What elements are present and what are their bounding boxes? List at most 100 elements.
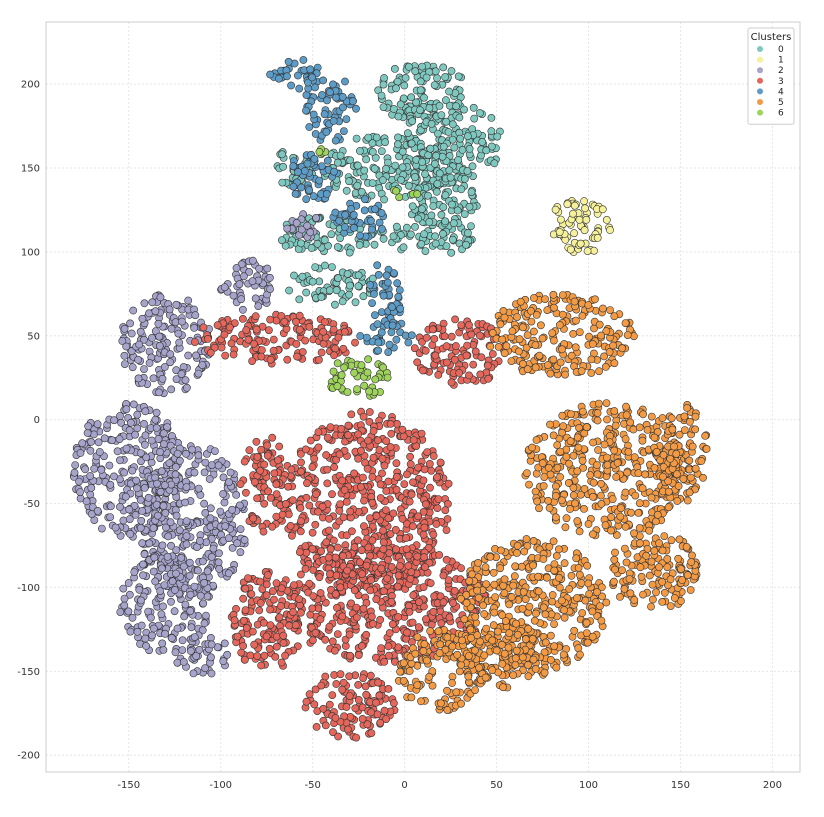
data-point xyxy=(431,351,440,360)
data-point xyxy=(319,327,328,336)
data-point xyxy=(291,189,300,198)
data-point xyxy=(141,431,150,440)
data-point xyxy=(120,594,129,603)
data-point xyxy=(394,571,403,580)
data-point xyxy=(538,334,547,343)
data-point xyxy=(342,115,351,123)
data-point xyxy=(655,539,663,548)
data-point xyxy=(220,498,229,507)
data-point xyxy=(345,177,353,186)
data-point xyxy=(312,213,320,222)
data-point xyxy=(291,621,300,629)
data-point xyxy=(580,484,589,493)
data-point xyxy=(585,332,593,341)
data-point xyxy=(315,573,324,582)
data-point xyxy=(255,606,264,615)
data-point xyxy=(650,433,659,442)
data-point xyxy=(426,627,435,635)
data-point xyxy=(156,487,165,496)
data-point xyxy=(534,587,543,596)
data-point xyxy=(593,461,601,469)
data-point xyxy=(399,432,408,441)
data-point xyxy=(398,514,407,523)
data-point xyxy=(443,633,452,642)
data-point xyxy=(240,536,249,544)
data-point xyxy=(602,215,611,224)
data-point xyxy=(190,633,199,641)
data-point xyxy=(249,514,258,523)
data-point xyxy=(471,347,480,356)
data-point xyxy=(107,502,115,511)
data-point xyxy=(263,571,272,579)
data-point xyxy=(513,541,522,550)
data-point xyxy=(489,568,498,577)
data-point xyxy=(377,209,386,217)
data-point xyxy=(308,277,317,286)
data-point xyxy=(396,667,404,676)
data-point xyxy=(121,492,130,501)
data-point xyxy=(444,128,453,136)
data-point xyxy=(597,491,605,500)
data-point xyxy=(76,488,84,496)
data-point xyxy=(167,324,176,333)
data-point xyxy=(190,468,199,477)
data-point xyxy=(381,506,390,514)
data-point xyxy=(244,335,253,344)
data-point xyxy=(508,327,517,336)
data-point xyxy=(658,414,667,422)
data-point xyxy=(398,147,407,156)
data-point xyxy=(408,618,417,627)
data-point xyxy=(277,602,285,610)
data-point xyxy=(347,527,356,536)
data-point xyxy=(353,181,362,190)
data-point xyxy=(597,616,606,625)
data-point xyxy=(206,514,215,523)
data-point xyxy=(338,476,347,485)
data-point xyxy=(580,504,588,513)
data-point xyxy=(701,431,710,440)
data-point xyxy=(650,546,659,555)
data-point xyxy=(494,342,503,351)
data-point xyxy=(171,470,180,479)
data-point xyxy=(388,620,397,629)
data-point xyxy=(194,451,203,460)
data-point xyxy=(367,576,375,584)
data-point xyxy=(181,376,190,385)
data-point xyxy=(116,456,124,465)
data-point xyxy=(403,129,412,138)
data-point xyxy=(287,531,296,540)
data-point xyxy=(320,110,329,119)
data-point xyxy=(627,508,635,517)
data-point xyxy=(81,465,90,474)
data-point xyxy=(607,513,616,522)
data-point xyxy=(541,295,549,303)
data-point xyxy=(172,375,181,383)
data-point xyxy=(138,539,147,548)
data-point xyxy=(173,449,182,458)
data-point xyxy=(71,461,80,469)
data-point xyxy=(260,460,269,469)
data-point xyxy=(70,468,79,477)
data-point xyxy=(336,583,345,592)
data-point xyxy=(545,504,554,512)
data-point xyxy=(608,495,617,503)
data-point xyxy=(335,450,344,459)
data-point xyxy=(166,350,175,359)
data-point xyxy=(355,558,364,567)
data-point xyxy=(478,137,487,146)
data-point xyxy=(597,479,605,488)
data-point xyxy=(635,499,644,508)
data-point xyxy=(325,526,333,535)
data-point xyxy=(336,670,345,679)
data-point xyxy=(295,84,304,93)
data-point xyxy=(289,608,297,616)
data-point xyxy=(333,243,342,251)
data-point xyxy=(384,477,393,486)
data-point xyxy=(272,512,281,521)
data-point xyxy=(371,205,379,214)
data-point xyxy=(136,495,145,504)
data-point xyxy=(576,239,585,248)
data-point xyxy=(292,317,300,326)
data-point xyxy=(379,291,388,300)
data-point xyxy=(610,359,619,368)
